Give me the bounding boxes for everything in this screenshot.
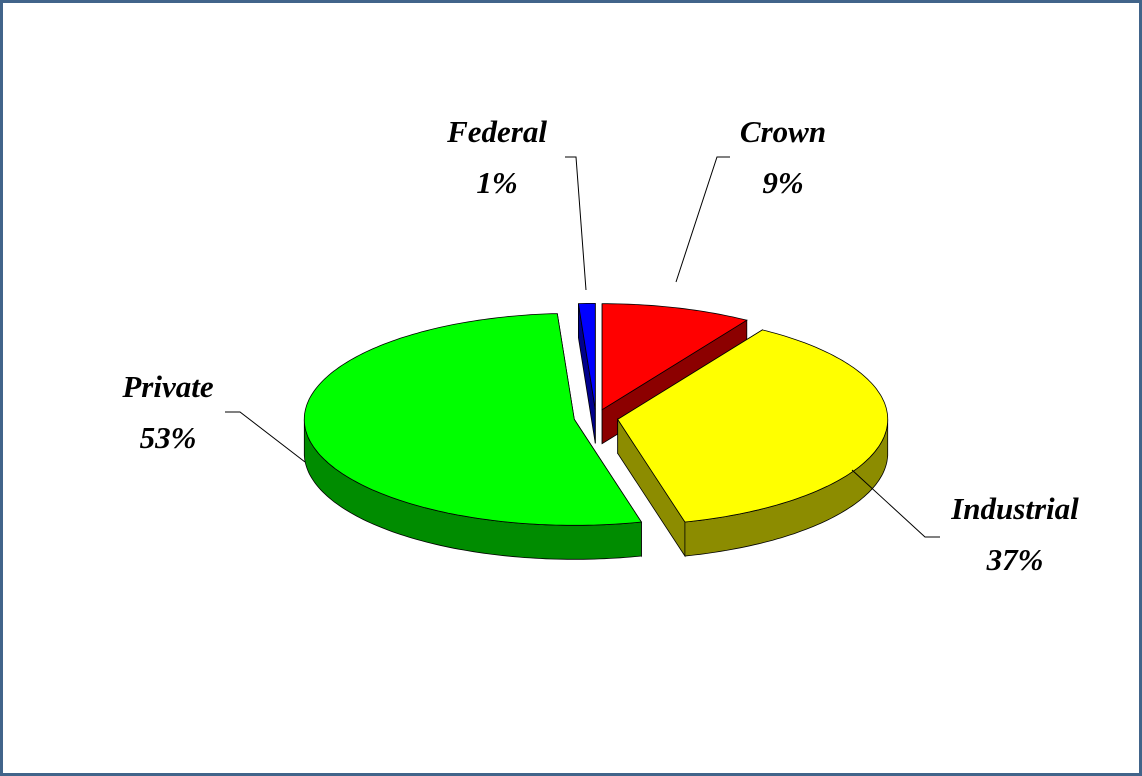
leader-line [225, 411, 306, 463]
leader-line [675, 156, 730, 283]
category-label: Crown [740, 114, 826, 149]
value-label: 9% [762, 165, 803, 200]
slice [303, 313, 643, 526]
category-label: Industrial [950, 491, 1079, 526]
category-label: Federal [446, 114, 547, 149]
leader-line [565, 156, 587, 291]
slice [601, 303, 748, 411]
value-label: 1% [476, 165, 517, 200]
value-label: 53% [140, 420, 197, 455]
slice [617, 329, 889, 523]
category-label: Private [121, 369, 213, 404]
value-label: 37% [986, 542, 1044, 577]
leader-line [851, 469, 940, 538]
slice [577, 302, 596, 410]
